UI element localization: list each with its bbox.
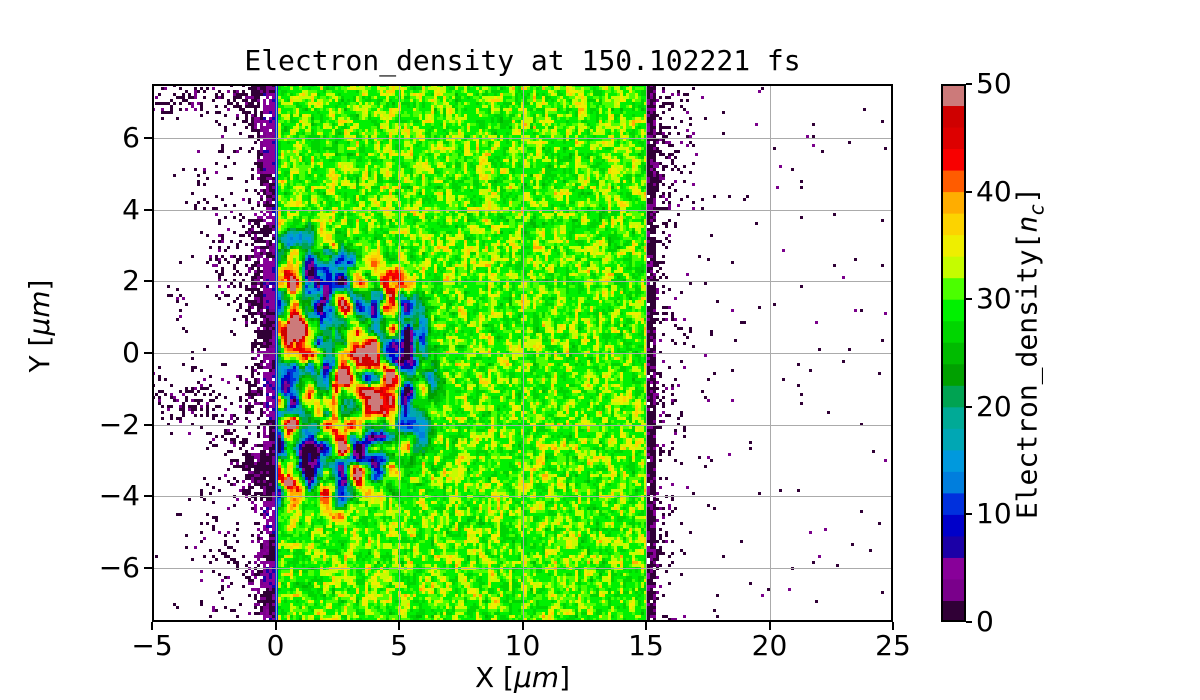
- x-tick-mark: [274, 622, 277, 630]
- colorbar-tick-mark: [966, 298, 972, 301]
- colorbar-tick-mark: [966, 513, 972, 516]
- y-tick-mark: [144, 280, 152, 283]
- y-tick-mark: [144, 352, 152, 354]
- x-tick-mark: [768, 622, 771, 630]
- y-tick-mark: [144, 495, 152, 498]
- colorbar-tick-label: 20: [976, 389, 1012, 423]
- colorbar-tick-mark: [966, 621, 972, 623]
- x-tick-mark: [151, 622, 153, 630]
- x-axis-label: X [μm]: [474, 661, 571, 694]
- colorbar-label: Electron_density[nc]: [1010, 186, 1049, 520]
- colorbar-tick-label: 50: [976, 67, 1012, 100]
- x-tick-label: 15: [628, 629, 664, 662]
- x-tick-mark: [892, 622, 894, 630]
- y-tick-label: −2: [98, 407, 140, 441]
- colorbar-tick-label: 0: [976, 605, 994, 638]
- x-tick-mark: [521, 622, 524, 630]
- y-tick-mark: [144, 423, 152, 426]
- x-tick-label: 10: [504, 629, 541, 662]
- y-tick-mark: [144, 567, 152, 570]
- y-tick-label: 2: [122, 264, 140, 298]
- x-tick-mark: [398, 622, 400, 630]
- x-tick-label: −5: [131, 629, 173, 662]
- y-tick-label: 0: [122, 336, 140, 369]
- x-tick-label: 0: [266, 629, 285, 662]
- y-tick-label: −4: [98, 479, 140, 513]
- y-tick-mark: [144, 136, 152, 139]
- colorbar-tick-label: 30: [976, 282, 1012, 316]
- colorbar-canvas: [941, 84, 966, 622]
- y-axis-label: Y [μm]: [23, 279, 56, 373]
- colorbar-tick-mark: [966, 83, 972, 85]
- density-heatmap-canvas: [152, 84, 893, 622]
- x-tick-label: 20: [751, 629, 788, 662]
- chart-title: Electron_density at 150.102221 fs: [244, 44, 801, 77]
- x-tick-label: 5: [390, 629, 408, 662]
- y-tick-label: −6: [98, 551, 140, 585]
- y-tick-label: 6: [122, 120, 140, 154]
- y-tick-label: 4: [122, 192, 140, 226]
- colorbar-tick-label: 40: [976, 174, 1012, 208]
- colorbar-tick-mark: [966, 190, 972, 193]
- colorbar-tick-mark: [966, 405, 972, 408]
- x-tick-label: 25: [875, 629, 911, 662]
- y-tick-mark: [144, 208, 152, 211]
- colorbar-tick-label: 10: [976, 497, 1012, 531]
- x-tick-mark: [645, 622, 647, 630]
